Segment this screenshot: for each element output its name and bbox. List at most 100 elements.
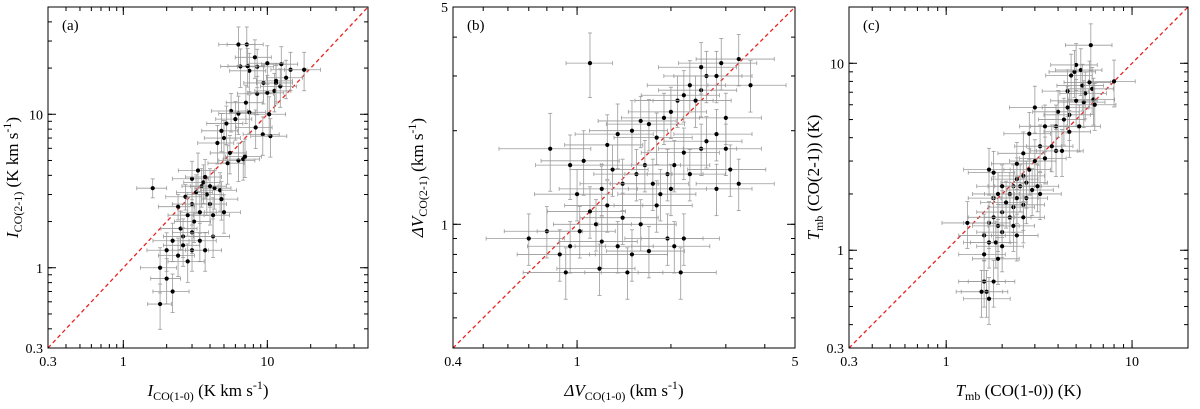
data-point <box>227 150 233 156</box>
data-point <box>210 213 216 218</box>
data-point <box>1073 98 1079 103</box>
data-point <box>1073 62 1079 68</box>
data-point <box>681 93 686 98</box>
y-axis-label: Tmb (CO(2-1)) (K) <box>804 115 826 241</box>
data-point <box>157 265 163 270</box>
y-tick-label: 0.3 <box>827 342 845 357</box>
data-point <box>629 128 635 133</box>
reference-line <box>849 7 1188 348</box>
panel-label: (a) <box>62 18 79 34</box>
data-point <box>180 243 186 248</box>
data-point <box>672 244 677 249</box>
x-tick-label: 1 <box>574 355 581 370</box>
data-point <box>224 121 229 126</box>
data-point <box>207 184 213 189</box>
data-point <box>1092 102 1097 107</box>
data-point <box>1078 67 1083 73</box>
data-point <box>714 186 719 191</box>
data-point <box>672 163 677 168</box>
x-tick-label: 5 <box>792 355 799 370</box>
data-point <box>965 220 970 226</box>
data-point <box>661 115 667 120</box>
data-point <box>284 75 289 80</box>
data-point <box>1069 73 1074 78</box>
data-point <box>728 167 733 172</box>
data-point <box>599 239 604 244</box>
data-point <box>678 270 683 275</box>
data-point <box>245 64 250 69</box>
panel-3: 0.3 1 10 0.3 1 10 (c) Tmb (CO(1-0)) (K) Tmb (CO(… <box>804 6 1189 403</box>
data-point <box>1088 43 1093 48</box>
y-tick-label: 1 <box>441 218 448 233</box>
data-point <box>185 213 190 218</box>
data-point <box>1111 79 1117 84</box>
data-point <box>191 219 197 224</box>
data-point <box>646 122 652 127</box>
data-point <box>638 118 643 124</box>
data-point <box>654 203 659 208</box>
data-point <box>1000 244 1005 249</box>
panel-2: 0.4 1 5 1 5 (b) ΔVCO(1-0) (km s-1) ΔVCO(2-1) (k… <box>405 1 799 403</box>
data-point <box>526 236 531 241</box>
data-point <box>568 163 573 168</box>
data-point <box>150 186 155 191</box>
data-point <box>189 176 195 181</box>
data-point <box>991 170 996 175</box>
data-point <box>1027 167 1032 172</box>
data-point <box>204 192 209 197</box>
data-point <box>195 168 201 173</box>
data-point <box>1049 144 1054 149</box>
data-point <box>593 222 599 227</box>
x-axis-label: Tmb (CO(1-0)) (K) <box>956 381 1082 403</box>
y-tick-label: 10 <box>830 57 844 72</box>
data-point <box>236 42 241 47</box>
data-point <box>736 181 741 186</box>
data-point <box>1055 109 1061 114</box>
y-tick-label: 0.3 <box>26 342 44 357</box>
data-point <box>736 56 741 62</box>
data-point <box>979 289 984 294</box>
plot-frame <box>47 6 369 349</box>
data-point <box>157 301 163 307</box>
x-tick-label: 10 <box>1125 355 1139 370</box>
data-point <box>164 276 169 281</box>
panel-1: 0.3 1 10 0.3 1 10 (a) ICO(1-0) (K km s-1) ICO(2-… <box>0 6 369 403</box>
data-point <box>646 248 652 254</box>
data-point <box>1059 148 1065 153</box>
data-point <box>1011 223 1016 228</box>
data-point <box>605 203 610 208</box>
data-point <box>255 91 260 96</box>
panel-label: (c) <box>863 18 880 34</box>
y-axis-label: ICO(2-1) (K km s-1) <box>0 117 25 239</box>
data-point <box>719 60 724 66</box>
plot-frame <box>848 6 1189 349</box>
data-point <box>597 266 602 271</box>
data-point <box>170 238 175 243</box>
data-point <box>175 253 181 258</box>
data-point <box>272 88 277 94</box>
data-point <box>170 289 175 294</box>
data-point <box>279 62 284 67</box>
data-point <box>668 109 674 114</box>
data-point <box>625 270 630 275</box>
data-point <box>243 100 249 105</box>
data-point <box>221 135 227 141</box>
y-axis-label: ΔVCO(2-1) (km s-1) <box>405 118 430 238</box>
data-point <box>615 244 620 249</box>
data-point <box>1037 191 1043 197</box>
data-point <box>587 60 593 66</box>
plot-frame <box>452 6 796 349</box>
data-point <box>681 236 686 241</box>
data-point <box>681 150 686 155</box>
data-point <box>1014 196 1019 201</box>
data-point <box>704 139 709 144</box>
data-point <box>212 186 217 191</box>
data-point <box>203 174 208 180</box>
data-point <box>1032 158 1037 164</box>
x-tick-label: 1 <box>943 355 950 370</box>
y-tick-label: 1 <box>837 244 844 259</box>
data-point <box>1072 69 1077 74</box>
y-tick-label: 5 <box>441 1 448 16</box>
data-point <box>253 125 258 130</box>
data-point <box>203 248 208 253</box>
